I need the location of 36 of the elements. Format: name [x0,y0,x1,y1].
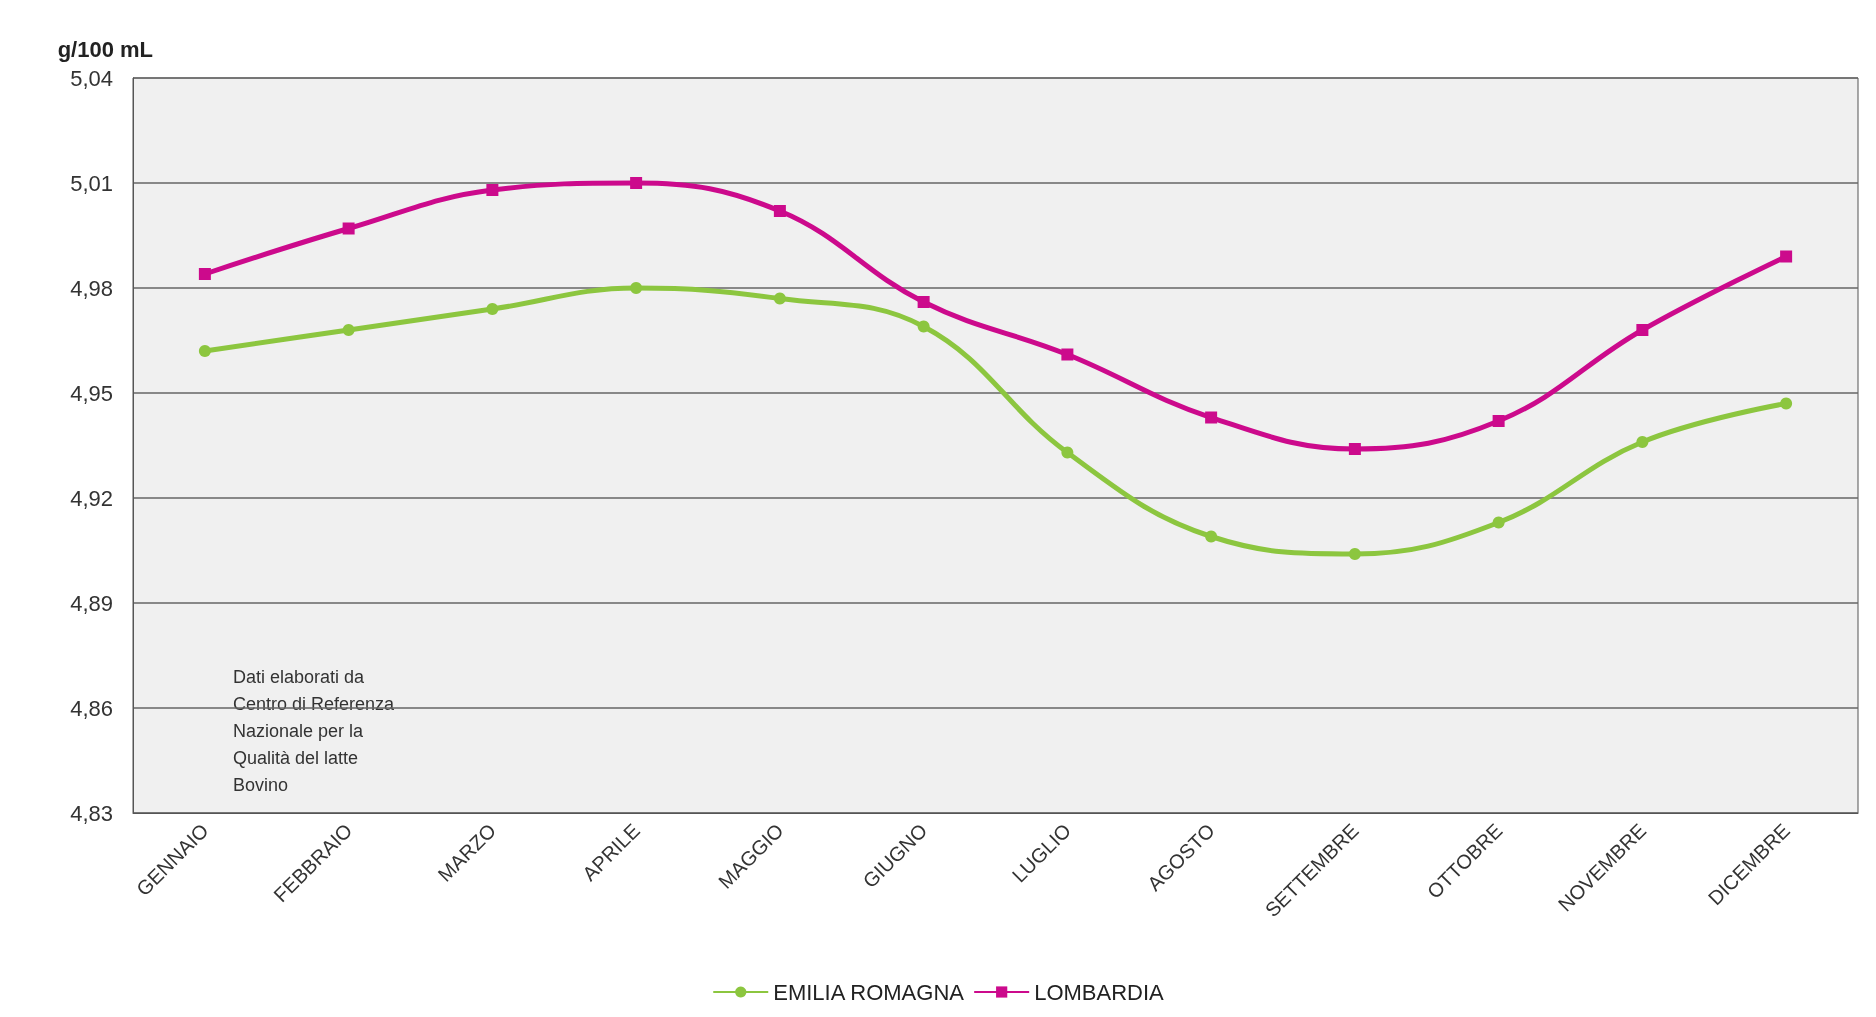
point [1780,250,1793,263]
point [1348,548,1361,560]
y-tick-label: 4,92 [70,485,113,511]
point [342,324,355,336]
point [1780,397,1793,410]
y-tick-label: 5,04 [70,65,113,91]
point [198,345,211,357]
y-tick-label: 4,98 [70,275,113,301]
y-tick-label: 4,89 [70,590,113,616]
point [1205,530,1218,543]
annotation: Dati elaborati da Centro di Referenza Nazionale per la Qualità del latte Bovino [233,666,396,795]
point [773,292,786,305]
point [342,222,355,235]
y-tick-label: 4,86 [70,695,113,721]
point [773,205,786,217]
point [1492,415,1505,427]
point [1205,411,1218,424]
point [1636,324,1649,336]
legend-label: LOMBARDIA [1034,979,1165,1005]
point [917,320,930,333]
y-tick-label: 5,01 [70,170,113,196]
y-axis-title: g/100 mL [57,36,153,62]
point [486,184,499,196]
point [486,303,499,315]
point [917,296,930,308]
point [198,268,211,280]
point [1061,348,1074,361]
point [630,282,643,294]
y-tick-label: 4,83 [70,800,113,826]
legend-label: EMILIA ROMAGNA [773,979,965,1005]
y-tick-label: 4,95 [70,380,113,406]
point [1348,443,1361,455]
point [1636,436,1649,448]
point [1061,446,1074,459]
point [630,177,643,189]
point [1492,516,1505,529]
